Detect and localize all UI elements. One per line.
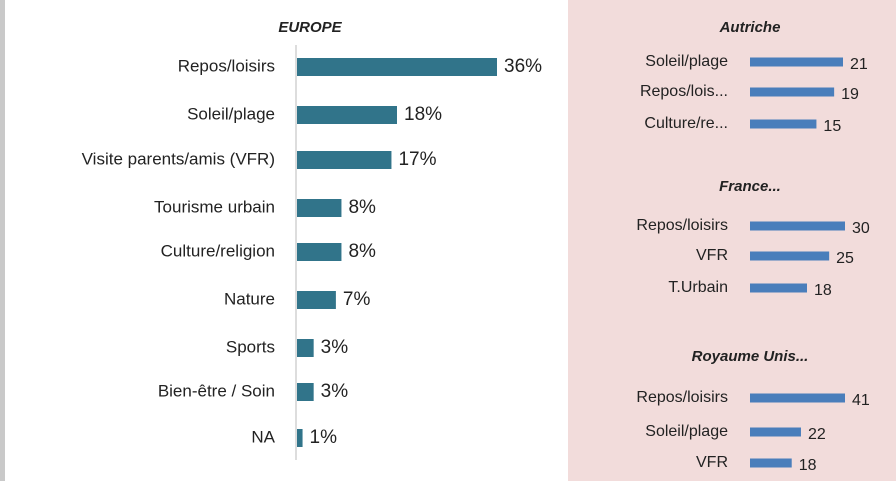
value-label: 18%: [404, 104, 442, 125]
value-label: 21: [850, 56, 868, 73]
left-edge: [0, 0, 5, 481]
category-label: NA: [251, 427, 275, 446]
value-label: 18: [814, 282, 832, 299]
bar: [297, 199, 342, 217]
bar: [297, 429, 303, 447]
category-label: Bien-être / Soin: [158, 381, 275, 400]
chart-title: EUROPE: [278, 19, 342, 36]
bar: [750, 87, 835, 97]
value-label: 8%: [348, 197, 376, 218]
bar: [750, 427, 801, 437]
category-label: Repos/loisirs: [178, 56, 275, 75]
bar: [750, 393, 845, 403]
chart-title: France...: [719, 178, 781, 195]
value-label: 25: [836, 250, 854, 267]
value-label: 1%: [310, 427, 338, 448]
category-label: Repos/lois...: [640, 83, 728, 100]
category-label: Soleil/plage: [645, 423, 728, 440]
value-label: 3%: [321, 381, 349, 402]
bar: [297, 151, 392, 169]
value-label: 18: [799, 457, 817, 474]
bar: [297, 106, 397, 124]
value-label: 22: [808, 426, 826, 443]
category-label: Culture/re...: [644, 115, 728, 132]
bar: [297, 339, 314, 357]
category-label: Tourisme urbain: [154, 197, 275, 216]
chart-title: Autriche: [719, 19, 781, 36]
bar: [750, 57, 843, 67]
chart-title: Royaume Unis...: [692, 348, 809, 365]
bar: [297, 243, 342, 261]
bar: [750, 458, 792, 468]
category-label: T.Urbain: [668, 279, 728, 296]
bar: [297, 58, 497, 76]
bar: [750, 119, 817, 129]
category-label: Soleil/plage: [645, 53, 728, 70]
value-label: 3%: [321, 337, 349, 358]
value-label: 19: [841, 86, 859, 103]
category-label: VFR: [696, 454, 728, 471]
side-panel: [568, 0, 896, 481]
category-label: Sports: [226, 337, 275, 356]
category-label: Visite parents/amis (VFR): [82, 149, 275, 168]
category-label: Nature: [224, 289, 275, 308]
bar: [297, 383, 314, 401]
category-label: VFR: [696, 247, 728, 264]
category-label: Soleil/plage: [187, 104, 275, 123]
bar: [297, 291, 336, 309]
value-label: 15: [823, 118, 841, 135]
bar: [750, 251, 830, 261]
value-label: 36%: [504, 56, 542, 77]
value-label: 7%: [343, 289, 371, 310]
category-label: Repos/loisirs: [636, 389, 728, 406]
bar: [750, 221, 845, 231]
bar: [750, 283, 807, 293]
value-label: 30: [852, 220, 870, 237]
value-label: 17%: [398, 149, 436, 170]
value-label: 8%: [348, 241, 376, 262]
category-label: Repos/loisirs: [636, 217, 728, 234]
category-label: Culture/religion: [161, 241, 275, 260]
value-label: 41: [852, 392, 870, 409]
